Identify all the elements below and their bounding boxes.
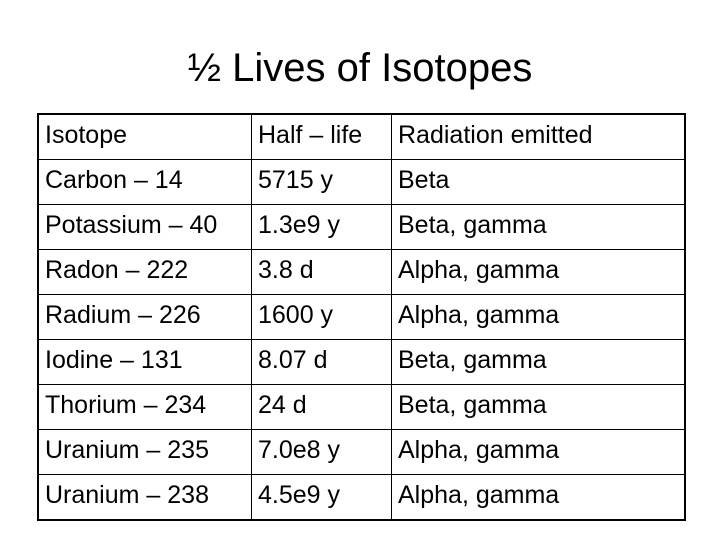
table-cell: Carbon – 14 bbox=[37, 159, 252, 205]
table-cell: 7.0e8 y bbox=[251, 429, 392, 475]
header-cell: Isotope bbox=[37, 113, 252, 160]
table-cell: 1600 y bbox=[251, 294, 392, 340]
table-row: Iodine – 131 8.07 d Beta, gamma bbox=[37, 339, 686, 385]
table-row: Thorium – 234 24 d Beta, gamma bbox=[37, 384, 686, 430]
table-cell: Alpha, gamma bbox=[391, 474, 686, 521]
table-row: Potassium – 40 1.3e9 y Beta, gamma bbox=[37, 204, 686, 250]
table-cell: 24 d bbox=[251, 384, 392, 430]
table-cell: Beta bbox=[391, 159, 686, 205]
table-row: Carbon – 14 5715 y Beta bbox=[37, 159, 686, 205]
table-cell: Potassium – 40 bbox=[37, 204, 252, 250]
table-row: Uranium – 235 7.0e8 y Alpha, gamma bbox=[37, 429, 686, 475]
slide-title: ½ Lives of Isotopes bbox=[187, 46, 533, 90]
table-cell: Uranium – 235 bbox=[37, 429, 252, 475]
table-cell: 5715 y bbox=[251, 159, 392, 205]
table-body: Isotope Half – life Radiation emitted Carbo… bbox=[37, 113, 686, 521]
table-cell: Uranium – 238 bbox=[37, 474, 252, 521]
table-row: Radium – 226 1600 y Alpha, gamma bbox=[37, 294, 686, 340]
table-cell: Alpha, gamma bbox=[391, 294, 686, 340]
header-cell: Radiation emitted bbox=[391, 113, 686, 160]
table-cell: 3.8 d bbox=[251, 249, 392, 295]
table-cell: Beta, gamma bbox=[391, 384, 686, 430]
header-row: Isotope Half – life Radiation emitted bbox=[37, 113, 686, 160]
table-cell: 4.5e9 y bbox=[251, 474, 392, 521]
table-cell: 1.3e9 y bbox=[251, 204, 392, 250]
table-cell: Alpha, gamma bbox=[391, 429, 686, 475]
table-cell: Radium – 226 bbox=[37, 294, 252, 340]
table-cell: Iodine – 131 bbox=[37, 339, 252, 385]
table-cell: Alpha, gamma bbox=[391, 249, 686, 295]
table-cell: 8.07 d bbox=[251, 339, 392, 385]
table-row: Radon – 222 3.8 d Alpha, gamma bbox=[37, 249, 686, 295]
isotope-table: Isotope Half – life Radiation emitted Carbo… bbox=[37, 113, 686, 521]
table-row: Uranium – 238 4.5e9 y Alpha, gamma bbox=[37, 474, 686, 521]
header-cell: Half – life bbox=[251, 113, 392, 160]
table-cell: Thorium – 234 bbox=[37, 384, 252, 430]
table-cell: Beta, gamma bbox=[391, 204, 686, 250]
table-cell: Beta, gamma bbox=[391, 339, 686, 385]
table-cell: Radon – 222 bbox=[37, 249, 252, 295]
